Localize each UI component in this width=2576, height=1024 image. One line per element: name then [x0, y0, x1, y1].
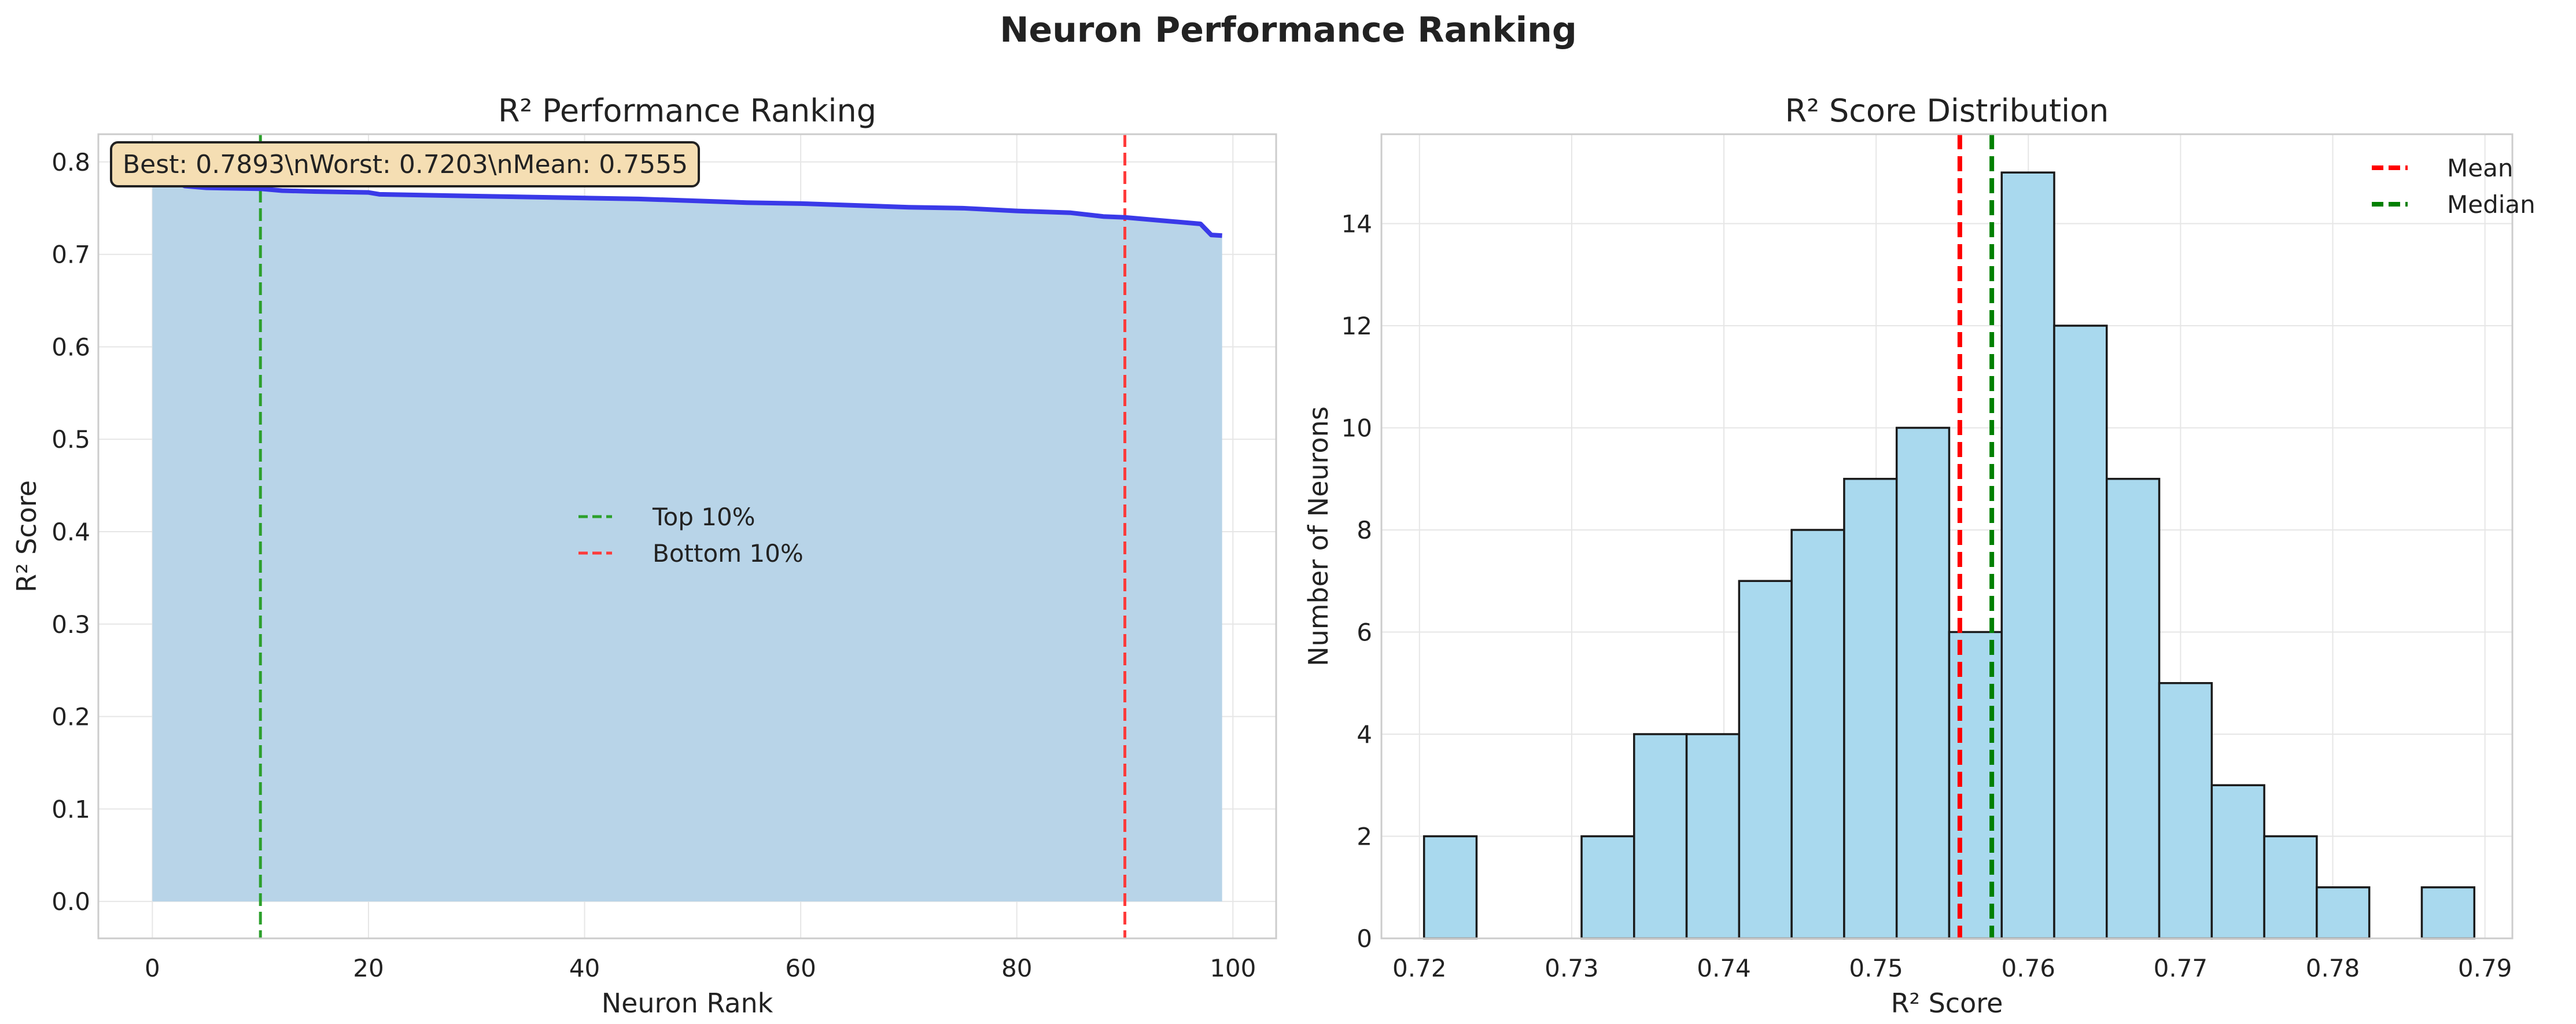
legend-label-mean: Mean [2447, 154, 2513, 182]
distribution-axes-frame [1380, 133, 2514, 940]
x-tick-label: 0.74 [1697, 954, 1751, 982]
x-tick-label: 0.78 [2306, 954, 2360, 982]
x-tick-label: 0.73 [1545, 954, 1599, 982]
x-tick-label: 80 [1001, 954, 1032, 982]
histogram-bar [2106, 477, 2161, 940]
legend-label-top: Top 10% [652, 503, 756, 531]
y-tick-label: 0.0 [51, 887, 90, 916]
histogram-bar [1738, 580, 1793, 940]
distribution-title: R² Score Distribution [1785, 93, 2109, 129]
y-tick-label: 12 [1342, 312, 1372, 340]
x-tick-label: 0.75 [1849, 954, 1903, 982]
y-tick-label: 14 [1342, 209, 1372, 238]
distribution-panel: 0.72 0.73 0.74 0.75 0.76 0.77 0.78 0.79 0 2 4 6 8 10 1… [1303, 93, 2536, 1019]
distribution-x-axis-label: R² Score [1891, 988, 2003, 1019]
histogram-bar [1580, 835, 1635, 940]
ranking-title: R² Performance Ranking [498, 93, 876, 129]
histogram-bar [2263, 835, 2318, 940]
histogram-bar [2210, 784, 2265, 940]
histogram-bar [2316, 886, 2371, 940]
y-tick-label: 0.2 [51, 703, 90, 731]
x-tick-label: 20 [353, 954, 384, 982]
ranking-panel: 0 20 40 60 80 1000.00.10.20.30.40.50.60.70.8 … [11, 93, 1277, 1019]
distribution-y-axis-label: Number of Neurons [1303, 406, 1334, 666]
x-tick-label: 0.76 [2002, 954, 2056, 982]
y-tick-label: 0.5 [51, 425, 90, 454]
y-tick-label: 2 [1357, 822, 1372, 850]
y-tick-label: 0.7 [51, 241, 90, 269]
y-tick-label: 10 [1342, 414, 1372, 442]
y-tick-label: 0.3 [51, 610, 90, 639]
legend-label-bottom: Bottom 10% [653, 539, 804, 568]
histogram-bar [2158, 682, 2213, 940]
ranking-y-axis-label: R² Score [11, 480, 42, 592]
histogram-bars [1422, 171, 2475, 940]
ranking-axes-frame [97, 133, 1277, 940]
histogram-bar [1633, 733, 1688, 940]
distribution-tick-labels: 0.72 0.73 0.74 0.75 0.76 0.77 0.78 0.79 0 2 4 6 8 10 1… [1342, 209, 2512, 982]
x-tick-label: 0 [145, 954, 160, 982]
histogram-bar [2420, 886, 2475, 940]
annotation-text: Best: 0.7893\nWorst: 0.7203\nMean: 0.755… [123, 150, 688, 179]
histogram-bar [1422, 835, 1478, 940]
legend-label-median: Median [2447, 190, 2536, 219]
y-tick-label: 0.6 [51, 333, 90, 361]
figure-suptitle: Neuron Performance Ranking [1000, 10, 1577, 50]
x-tick-label: 40 [569, 954, 600, 982]
histogram-bar [1790, 529, 1845, 940]
y-tick-label: 0.1 [51, 795, 90, 823]
annotation-box [110, 141, 700, 187]
distribution-legend: Mean Median [2372, 154, 2536, 219]
y-tick-label: 4 [1357, 720, 1372, 749]
ranking-score-line [151, 170, 1222, 238]
histogram-bar [1685, 733, 1741, 940]
y-tick-label: 6 [1357, 618, 1372, 646]
ranking-legend: Top 10% Bottom 10% [578, 503, 804, 568]
histogram-bar [1895, 426, 1951, 940]
y-tick-label: 0.4 [51, 518, 90, 546]
histogram-bar [1843, 477, 1898, 940]
x-tick-label: 0.72 [1392, 954, 1447, 982]
ranking-stats-annotation: Best: 0.7893\nWorst: 0.7203\nMean: 0.755… [110, 141, 700, 187]
x-tick-label: 0.77 [2154, 954, 2208, 982]
histogram-bar [2053, 325, 2108, 940]
y-tick-label: 0.8 [51, 148, 90, 176]
ranking-tick-labels: 0 20 40 60 80 100 0.0 0.1 0.2 0.3 0.4 0.5 0.6 0.7 0.8 [51, 148, 1256, 982]
x-tick-label: 60 [785, 954, 816, 982]
histogram-bar [2000, 171, 2055, 940]
ranking-x-axis-label: Neuron Rank [602, 988, 773, 1019]
y-tick-label: 8 [1357, 516, 1372, 544]
ranking-area-fill [152, 172, 1222, 902]
x-tick-label: 100 [1210, 954, 1256, 982]
x-tick-label: 0.79 [2458, 954, 2512, 982]
y-tick-label: 0 [1357, 924, 1372, 953]
